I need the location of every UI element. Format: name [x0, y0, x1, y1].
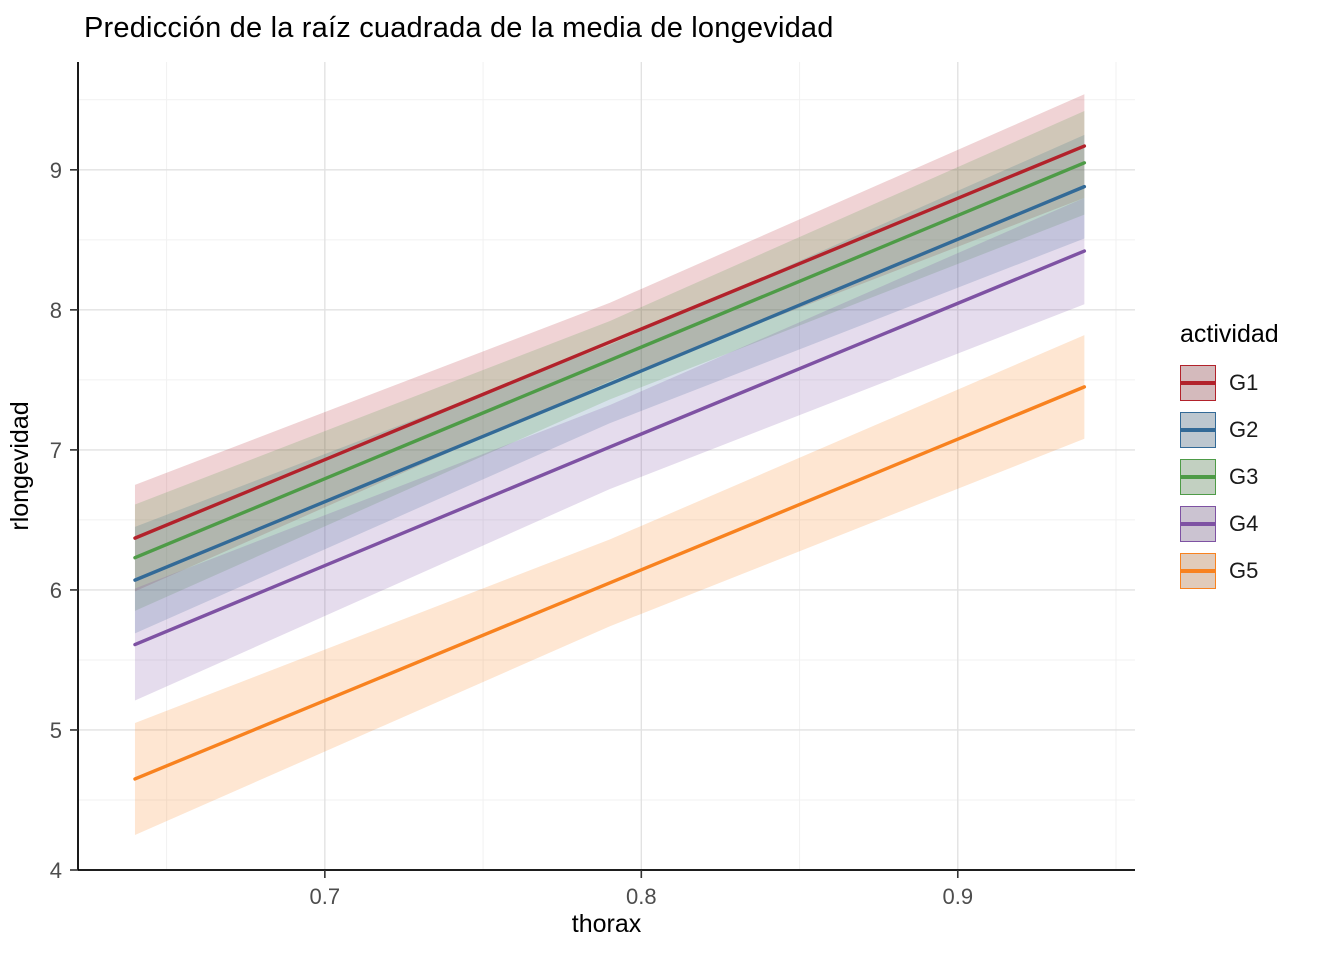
legend-item-G3: G3: [1180, 459, 1279, 495]
legend-label: G2: [1229, 417, 1259, 442]
y-axis-title: rlongevidad: [6, 401, 34, 530]
legend-key-line: [1181, 381, 1215, 385]
series-line-G1: [133, 144, 1087, 540]
x-tick-label: 0.7: [310, 884, 341, 909]
y-tick-label: 6: [50, 578, 62, 603]
y-tick-label: 7: [50, 438, 62, 463]
legend-key-line: [1181, 475, 1215, 479]
x-axis-title: thorax: [572, 910, 642, 938]
legend-label: G5: [1229, 558, 1259, 583]
legend-key-swatch: [1180, 553, 1216, 589]
legend-key-line: [1181, 428, 1215, 432]
legend-label: G1: [1229, 370, 1259, 395]
x-tick-label: 0.8: [626, 884, 657, 909]
legend-key-swatch: [1180, 412, 1216, 448]
series-line-G3: [133, 161, 1087, 560]
y-tick-label: 5: [50, 718, 62, 743]
legend-key-swatch: [1180, 506, 1216, 542]
legend-label: G3: [1229, 464, 1259, 489]
x-tick-label: 0.9: [942, 884, 973, 909]
y-tick-label: 9: [50, 158, 62, 183]
series-line-G5: [133, 385, 1087, 781]
legend-key-swatch: [1180, 365, 1216, 401]
legend-item-G5: G5: [1180, 553, 1279, 589]
ribbon-G5: [134, 335, 1085, 835]
legend-key-swatch: [1180, 459, 1216, 495]
legend-label: G4: [1229, 511, 1259, 536]
legend-item-G4: G4: [1180, 506, 1279, 542]
chart-title: Predicción de la raíz cuadrada de la med…: [84, 12, 834, 44]
y-tick-label: 8: [50, 298, 62, 323]
legend-items: G1 G2 G3 G4 G5: [1180, 365, 1279, 589]
ribbon-G4: [134, 197, 1085, 701]
series-line-G2: [133, 184, 1087, 582]
legend-item-G2: G2: [1180, 412, 1279, 448]
legend-item-G1: G1: [1180, 365, 1279, 401]
y-tick-label: 4: [50, 858, 62, 883]
legend-title: actividad: [1180, 320, 1279, 348]
legend-key-line: [1181, 522, 1215, 526]
legend: actividad G1 G2 G3 G4 G5: [1180, 320, 1279, 600]
series-line-G4: [133, 249, 1087, 647]
legend-key-line: [1181, 569, 1215, 573]
